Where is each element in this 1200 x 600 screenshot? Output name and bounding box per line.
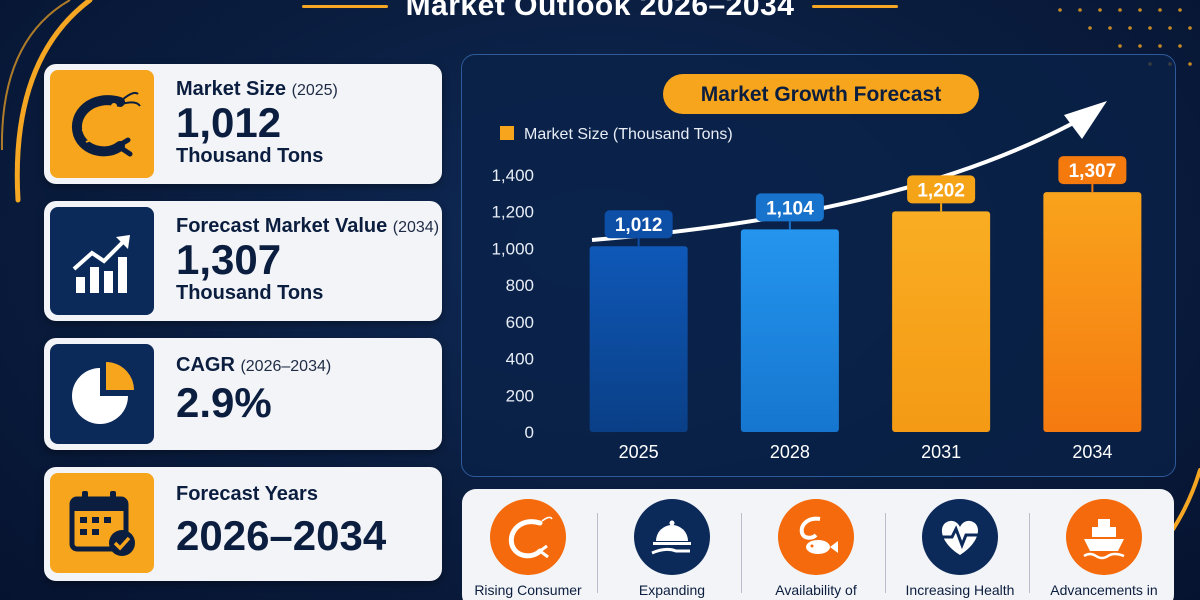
driver-label: Expanding: [638, 582, 706, 598]
shrimp-icon: [490, 499, 566, 575]
driver-item: Rising Consumer: [458, 499, 598, 598]
legend-label: Market Size (Thousand Tons): [524, 126, 733, 143]
card-unit: Thousand Tons: [176, 145, 324, 168]
pie-chart-icon: [50, 344, 154, 444]
chart-title-pill: [663, 74, 979, 114]
trend-arrow: [591, 119, 1078, 242]
bar: [1043, 192, 1142, 432]
data-label: 1,307: [1069, 161, 1117, 182]
cagr-card: CAGR (2026–2034) 2.9%: [44, 338, 442, 450]
card-label: Market Size (2025): [176, 78, 338, 100]
card-value: 2.9%: [176, 379, 272, 426]
x-tick-label: 2031: [921, 442, 961, 462]
y-tick-label: 1,200: [491, 203, 534, 222]
driver-item: Availability of: [746, 499, 886, 598]
card-label: CAGR (2026–2034): [176, 354, 332, 376]
page-title: Market Outlook 2026–2034: [405, 0, 795, 22]
chart-panel: Market Growth Forecast Market Size (Thou…: [461, 54, 1176, 477]
data-label: 1,104: [766, 198, 814, 219]
legend-swatch: [500, 126, 514, 140]
chart-title: Market Growth Forecast: [701, 83, 941, 106]
y-tick-label: 200: [506, 386, 534, 405]
bar: [892, 211, 991, 432]
data-label: 1,202: [917, 180, 965, 201]
y-tick-label: 0: [525, 423, 534, 442]
decorative-dots: [1058, 8, 1192, 66]
bar: [589, 246, 688, 432]
driver-label: Rising Consumer: [474, 582, 582, 598]
divider: [885, 513, 886, 593]
divider: [1029, 513, 1030, 593]
y-tick-label: 600: [506, 313, 534, 332]
y-tick-label: 1,000: [491, 239, 534, 258]
driver-label: Availability of: [775, 582, 857, 598]
trend-arrowhead: [1064, 101, 1107, 139]
card-label: Forecast Years: [176, 483, 318, 505]
seafood-icon: [778, 499, 854, 575]
data-label: 1,012: [615, 215, 663, 236]
x-tick-label: 2028: [770, 442, 810, 462]
calendar-icon: [50, 473, 154, 573]
forecast-years-card: Forecast Years 2026–2034: [44, 467, 442, 581]
header: Market Outlook 2026–2034: [0, 0, 1200, 26]
driver-item: Expanding: [602, 499, 742, 598]
divider: [597, 513, 598, 593]
shrimp-icon: [50, 70, 154, 178]
card-value: 2026–2034: [176, 512, 387, 559]
growth-drivers-panel: Rising Consumer Expanding Availability o…: [462, 489, 1174, 600]
driver-label: Increasing Health: [905, 582, 1015, 598]
bar-chart: Market Growth Forecast Market Size (Thou…: [491, 74, 1142, 462]
bar: [740, 229, 839, 432]
y-tick-label: 800: [506, 276, 534, 295]
x-tick-label: 2034: [1072, 442, 1112, 462]
card-label: Forecast Market Value (2034): [176, 215, 440, 237]
forecast-value-card: Forecast Market Value (2034) 1,307 Thous…: [44, 201, 442, 321]
y-tick-label: 1,400: [491, 166, 534, 185]
divider: [741, 513, 742, 593]
data-label-box: [604, 210, 673, 239]
driver-item: Increasing Health: [890, 499, 1030, 598]
data-label-box: [907, 175, 976, 204]
growth-chart-icon: [50, 207, 154, 315]
card-unit: Thousand Tons: [176, 282, 324, 305]
heart-pulse-icon: [922, 499, 998, 575]
y-tick-label: 400: [506, 350, 534, 369]
driver-item: Advancements in: [1034, 499, 1174, 598]
card-value: 1,307: [176, 236, 282, 283]
driver-label: Advancements in: [1050, 582, 1158, 598]
ship-icon: [1066, 499, 1142, 575]
card-value: 1,012: [176, 99, 282, 146]
data-label-box: [755, 193, 824, 222]
title-rule-right: [812, 4, 899, 8]
data-label-box: [1058, 156, 1127, 185]
market-size-card: Market Size (2025) 1,012 Thousand Tons: [44, 64, 442, 184]
x-tick-label: 2025: [619, 442, 659, 462]
title-rule-left: [301, 4, 388, 8]
food-service-icon: [634, 499, 710, 575]
